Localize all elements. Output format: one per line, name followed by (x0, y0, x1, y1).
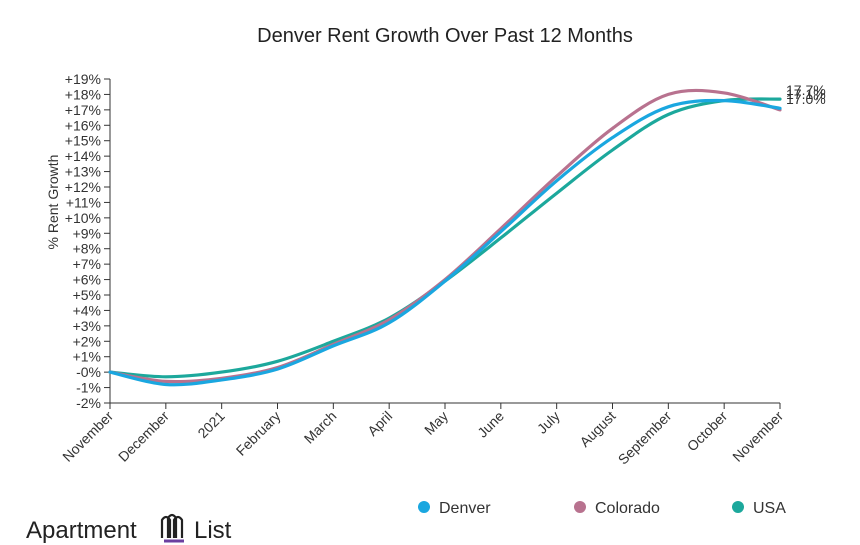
legend-label-colorado: Colorado (595, 500, 660, 517)
apartment-list-logo: Apartment List (26, 513, 232, 544)
end-label-colorado: 17.0% (786, 91, 826, 107)
y-tick-label: +4% (73, 302, 101, 318)
y-tick-label: +17% (65, 102, 101, 118)
legend-label-denver: Denver (439, 500, 491, 517)
legend-marker-colorado (574, 501, 586, 513)
x-tick-label: August (576, 408, 618, 450)
y-tick-label: +18% (65, 86, 101, 102)
x-tick-label: February (233, 408, 284, 459)
chart-title: Denver Rent Growth Over Past 12 Months (257, 25, 633, 47)
legend-marker-usa (732, 501, 744, 513)
y-tick-label: -0% (76, 364, 101, 380)
end-label-denver: 17.1% (786, 86, 826, 102)
y-tick-label: -1% (76, 380, 101, 396)
y-tick-label: +19% (65, 71, 101, 87)
legend: Denver Colorado USA (418, 500, 786, 517)
y-tick-label: +14% (65, 148, 101, 164)
x-tick-label: May (421, 408, 451, 438)
y-tick-label: +2% (73, 333, 101, 349)
y-tick-label: +3% (73, 318, 101, 334)
legend-label-usa: USA (753, 500, 786, 517)
y-tick-label: +12% (65, 179, 101, 195)
series-lines (108, 88, 782, 387)
y-tick-label: +5% (73, 287, 101, 303)
y-tick-label: +7% (73, 256, 101, 272)
y-tick-label: +10% (65, 210, 101, 226)
x-tick-label: July (534, 408, 563, 437)
x-tick-label: April (364, 408, 395, 439)
x-tick-label: March (301, 408, 340, 447)
building-logo-icon (160, 513, 184, 543)
y-tick-label: +9% (73, 225, 101, 241)
y-axis-ticks: -2%-1%-0%+1%+2%+3%+4%+5%+6%+7%+8%+9%+10%… (65, 71, 110, 411)
y-tick-label: +16% (65, 117, 101, 133)
end-label-usa: 17.7% (786, 82, 826, 98)
series-line-colorado (108, 88, 782, 384)
axes (109, 79, 780, 404)
y-tick-label: +11% (66, 194, 101, 210)
y-tick-label: +15% (65, 133, 101, 149)
brand-name-left: Apartment (26, 517, 137, 544)
y-tick-label: +8% (73, 241, 101, 257)
y-tick-label: +1% (73, 349, 101, 365)
x-tick-label: October (684, 408, 731, 455)
series-line-usa (108, 97, 782, 379)
x-tick-label: 2021 (194, 408, 227, 441)
y-tick-label: +6% (73, 272, 101, 288)
y-tick-label: +13% (65, 164, 101, 180)
x-tick-label: June (474, 408, 507, 441)
legend-marker-denver (418, 501, 430, 513)
y-tick-label: -2% (76, 395, 101, 411)
brand-name-right: List (194, 517, 232, 544)
x-tick-label: December (115, 408, 172, 465)
y-axis-label: % Rent Growth (45, 155, 61, 250)
x-tick-label: September (615, 408, 675, 468)
end-labels: 17.1%17.0%17.7% (786, 82, 826, 107)
x-tick-label: November (729, 408, 786, 465)
series-line-denver (108, 98, 782, 387)
x-tick-label: November (59, 408, 116, 465)
